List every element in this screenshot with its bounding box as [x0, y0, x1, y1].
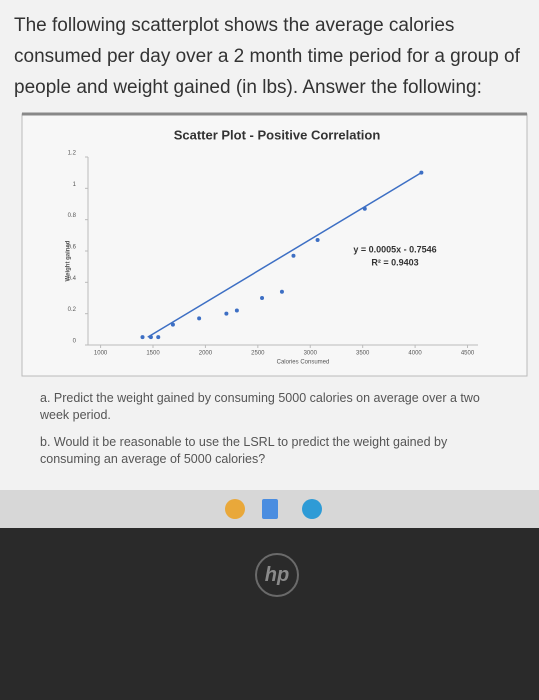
- x-tick-label: 2500: [251, 351, 265, 357]
- taskbar: [0, 490, 539, 528]
- x-tick-label: 2000: [199, 351, 213, 357]
- point: [148, 335, 153, 340]
- point: [234, 308, 239, 313]
- question: b. Would it be reasonable to use the LSR…: [40, 435, 448, 466]
- y-tick-label: 1.2: [68, 151, 77, 157]
- x-tick-label: 4000: [408, 351, 422, 357]
- y-axis-label: Weight gained: [66, 240, 72, 281]
- x-tick-label: 3000: [304, 351, 318, 357]
- app-icon[interactable]: [225, 499, 245, 519]
- point: [224, 311, 229, 316]
- point: [140, 335, 145, 340]
- x-tick-label: 1000: [94, 351, 108, 357]
- header-text: The following scatterplot shows the aver…: [14, 15, 520, 98]
- y-tick-label: 0.4: [68, 276, 77, 282]
- logo: hp: [255, 553, 299, 597]
- point: [279, 289, 284, 294]
- point: [419, 170, 424, 175]
- annotation: R² = 0.9403: [371, 257, 418, 267]
- trendline: [147, 172, 422, 338]
- taskbar-icons: [225, 499, 322, 519]
- app-icon[interactable]: [262, 499, 278, 519]
- x-axis-label: Calories Consumed: [277, 360, 330, 366]
- question: a. Predict the weight gained by consumin…: [40, 391, 480, 422]
- y-tick-label: 0.6: [68, 245, 77, 251]
- point: [170, 322, 175, 327]
- point: [156, 335, 161, 340]
- annotation: y = 0.0005x - 0.7546: [353, 244, 436, 254]
- point: [315, 238, 320, 243]
- y-tick-label: 0.2: [68, 307, 77, 313]
- point: [362, 206, 367, 211]
- point: [260, 296, 265, 300]
- point: [291, 253, 296, 258]
- point: [197, 316, 202, 321]
- x-tick-label: 3500: [356, 351, 370, 357]
- screen: The following scatterplot shows the aver…: [0, 0, 539, 528]
- y-tick-label: 0: [73, 339, 77, 345]
- questions: a. Predict the weight gained by consumin…: [40, 390, 510, 478]
- app-icon[interactable]: [302, 499, 322, 519]
- chart-title: Scatter Plot - Positive Correlation: [174, 127, 381, 142]
- x-tick-label: 4500: [461, 351, 475, 357]
- y-tick-label: 1: [73, 182, 77, 188]
- chart: Scatter Plot - Positive Correlation 0 0.2…: [21, 112, 528, 377]
- chart-panel: [21, 113, 528, 377]
- x-tick-label: 1500: [146, 351, 160, 357]
- y-tick-label: 0.8: [68, 213, 77, 219]
